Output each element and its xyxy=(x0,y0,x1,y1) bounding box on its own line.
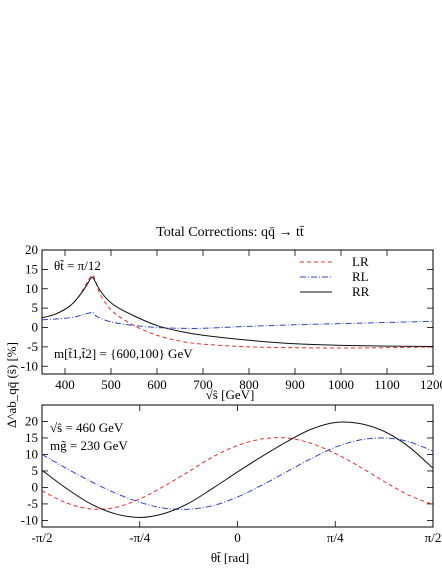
bottom-x-tick-label: π/2 xyxy=(425,530,442,545)
bottom-y-tick-label: 15 xyxy=(25,430,38,445)
top-x-tick-label: 1000 xyxy=(328,377,354,392)
top-x-tick-label: 800 xyxy=(239,377,259,392)
bottom-y-tick-label: 20 xyxy=(25,413,38,428)
bottom-y-tick-label: 5 xyxy=(32,463,39,478)
bottom-y-tick-label: -10 xyxy=(21,512,38,527)
top-y-tick-label: 15 xyxy=(25,261,38,276)
legend-label-rr: RR xyxy=(352,284,370,299)
top-x-tick-label: 500 xyxy=(101,377,121,392)
top-annotation-masses: m[t̃1,t̃2] = {600,100} GeV xyxy=(54,346,193,361)
bottom-x-tick-label: -π/4 xyxy=(129,530,151,545)
bottom-y-tick-label: -5 xyxy=(27,496,38,511)
bottom-x-tick-label: π/4 xyxy=(327,530,344,545)
top-y-tick-label: 0 xyxy=(32,320,39,335)
bottom-series-rl-line xyxy=(41,437,434,510)
top-y-tick-label: -5 xyxy=(27,339,38,354)
bottom-annotation-gluino-mass: mg̃ = 230 GeV xyxy=(50,438,128,453)
bottom-y-tick-label: 0 xyxy=(32,479,39,494)
bottom-series-rr-line xyxy=(41,421,434,518)
top-x-tick-label: 700 xyxy=(193,377,213,392)
legend-label-lr: LR xyxy=(352,254,369,269)
top-x-tick-label: 1100 xyxy=(374,377,400,392)
legend-label-rl: RL xyxy=(352,269,369,284)
bottom-x-tick-label: -π/2 xyxy=(31,530,52,545)
y-axis-label: Δ^ab_qq̄ (ŝ) [%] xyxy=(4,342,19,428)
top-y-tick-label: 20 xyxy=(25,242,38,257)
top-y-tick-label: -10 xyxy=(21,358,38,373)
bottom-x-axis-label: θt̃ [rad] xyxy=(211,550,249,565)
top-series-rr-line xyxy=(41,276,434,347)
top-y-tick-label: 5 xyxy=(32,300,39,315)
top-y-tick-label: 10 xyxy=(25,281,38,296)
top-plot-frame xyxy=(41,249,434,375)
top-series-lr-line xyxy=(41,274,434,349)
top-x-tick-label: 400 xyxy=(55,377,75,392)
top-x-tick-label: 900 xyxy=(285,377,305,392)
chart-title: Total Corrections: qq̄ → tt̄ xyxy=(156,225,305,240)
bottom-y-tick-label: 10 xyxy=(25,446,38,461)
top-x-tick-label: 1200 xyxy=(420,377,442,392)
top-annotation-theta: θt̃ = π/12 xyxy=(54,258,101,273)
top-panel: 400 500 600 700 800 900 1000 1100 1200 -10 -5 0 5 10 1… xyxy=(21,242,442,392)
top-x-axis-label: √ŝ [GeV] xyxy=(206,387,255,402)
bottom-x-tick-label: 0 xyxy=(234,530,241,545)
top-series-rl-line xyxy=(41,311,434,329)
bottom-annotation-energy: √ŝ = 460 GeV xyxy=(50,420,124,435)
top-x-tick-label: 600 xyxy=(147,377,167,392)
bottom-series-lr-line xyxy=(41,437,434,510)
